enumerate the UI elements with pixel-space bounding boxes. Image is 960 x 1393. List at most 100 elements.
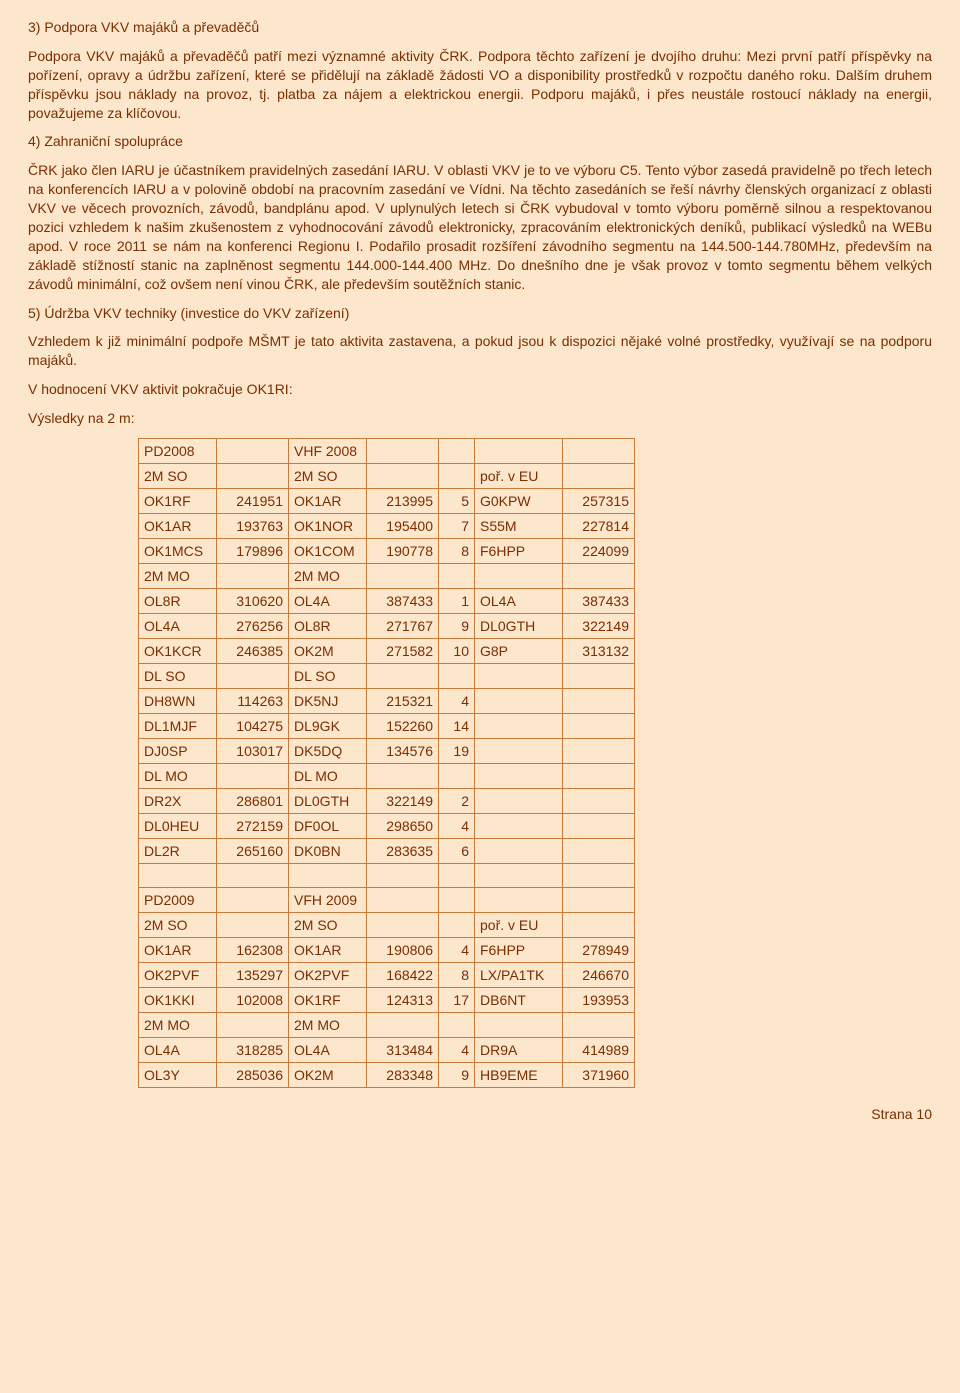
table-cell: 371960 (563, 1063, 635, 1088)
table-cell: poř. v EU (475, 913, 563, 938)
table-row: OK1AR193763OK1NOR1954007S55M227814 (139, 514, 635, 539)
table-cell: OK1AR (289, 938, 367, 963)
table-cell: poř. v EU (475, 464, 563, 489)
table-cell: 152260 (367, 714, 439, 739)
table-cell: DK0BN (289, 839, 367, 864)
table-cell: 102008 (217, 988, 289, 1013)
table-cell (475, 888, 563, 913)
table-cell: 5 (439, 489, 475, 514)
table-row: OK1RF241951OK1AR2139955G0KPW257315 (139, 489, 635, 514)
table-cell: OK2M (289, 639, 367, 664)
table-cell: DL MO (289, 764, 367, 789)
table-cell: OK1NOR (289, 514, 367, 539)
table-cell: 241951 (217, 489, 289, 514)
table-row: DJ0SP103017DK5DQ13457619 (139, 739, 635, 764)
table-cell: 190806 (367, 938, 439, 963)
table-cell: VHF 2008 (289, 439, 367, 464)
table-row: OL3Y285036OK2M2833489HB9EME371960 (139, 1063, 635, 1088)
table-cell: F6HPP (475, 938, 563, 963)
table-cell (475, 1013, 563, 1038)
table-cell: 224099 (563, 539, 635, 564)
table-cell (475, 714, 563, 739)
table-cell (563, 839, 635, 864)
table-cell (367, 664, 439, 689)
table-cell: 271767 (367, 614, 439, 639)
section-5-body-3: Výsledky na 2 m: (28, 409, 932, 428)
table-cell: DL SO (289, 664, 367, 689)
table-cell: 298650 (367, 814, 439, 839)
table-cell: 19 (439, 739, 475, 764)
table-cell: 10 (439, 639, 475, 664)
table-cell (217, 888, 289, 913)
table-cell: 2M MO (139, 1013, 217, 1038)
table-cell: OK1AR (289, 489, 367, 514)
table-cell: 2M MO (289, 1013, 367, 1038)
table-cell: 134576 (367, 739, 439, 764)
table-cell: OL4A (289, 1038, 367, 1063)
table-row: OK1KCR246385OK2M27158210G8P313132 (139, 639, 635, 664)
table-row: 2M MO 2M MO (139, 1013, 635, 1038)
table-cell: 2M MO (139, 564, 217, 589)
table-row: OK1MCS179896OK1COM1907788F6HPP224099 (139, 539, 635, 564)
table-cell (563, 439, 635, 464)
table-cell (367, 439, 439, 464)
table-row: OL4A318285OL4A3134844DR9A414989 (139, 1038, 635, 1063)
table-row: DL0HEU272159DF0OL2986504 (139, 814, 635, 839)
table-cell (439, 864, 475, 888)
section-4-body: ČRK jako člen IARU je účastníkem pravide… (28, 161, 932, 293)
table-cell (475, 664, 563, 689)
table-row: DL2R265160DK0BN2836356 (139, 839, 635, 864)
table-cell (475, 814, 563, 839)
table-cell: DR2X (139, 789, 217, 814)
table-cell (367, 913, 439, 938)
table-cell (563, 739, 635, 764)
table-cell: 387433 (563, 589, 635, 614)
results-table: PD2008VHF 20082M SO2M SOpoř. v EUOK1RF24… (138, 438, 635, 1088)
table-cell: OK1KKI (139, 988, 217, 1013)
table-cell: 135297 (217, 963, 289, 988)
table-cell: 322149 (367, 789, 439, 814)
table-cell: 8 (439, 539, 475, 564)
table-cell: 227814 (563, 514, 635, 539)
table-cell: DL0GTH (289, 789, 367, 814)
table-cell: 286801 (217, 789, 289, 814)
section-3-body: Podpora VKV majáků a převaděčů patří mez… (28, 47, 932, 123)
table-cell: 190778 (367, 539, 439, 564)
table-cell: DL SO (139, 664, 217, 689)
table-cell (563, 888, 635, 913)
table-cell (563, 764, 635, 789)
table-cell: VFH 2009 (289, 888, 367, 913)
table-cell: 4 (439, 938, 475, 963)
table-cell: 276256 (217, 614, 289, 639)
table-cell (563, 814, 635, 839)
table-cell: HB9EME (475, 1063, 563, 1088)
table-cell (563, 664, 635, 689)
table-cell (475, 789, 563, 814)
table-row: DH8WN114263DK5NJ2153214 (139, 689, 635, 714)
table-cell: OK2M (289, 1063, 367, 1088)
table-cell: DK5DQ (289, 739, 367, 764)
table-cell: 193763 (217, 514, 289, 539)
table-cell: OK1COM (289, 539, 367, 564)
table-cell (563, 689, 635, 714)
table-cell (439, 464, 475, 489)
table-cell: 8 (439, 963, 475, 988)
table-row: DR2X286801DL0GTH3221492 (139, 789, 635, 814)
table-cell: 272159 (217, 814, 289, 839)
table-cell: OL4A (139, 614, 217, 639)
table-cell: 124313 (367, 988, 439, 1013)
table-cell (439, 888, 475, 913)
table-row: OK2PVF135297OK2PVF1684228LX/PA1TK246670 (139, 963, 635, 988)
table-cell (475, 839, 563, 864)
table-cell: 1 (439, 589, 475, 614)
table-cell: DK5NJ (289, 689, 367, 714)
table-cell (217, 464, 289, 489)
table-cell: 322149 (563, 614, 635, 639)
table-cell (139, 864, 217, 888)
table-cell (475, 564, 563, 589)
table-cell (367, 1013, 439, 1038)
table-cell (217, 664, 289, 689)
table-cell: OL3Y (139, 1063, 217, 1088)
table-cell (439, 913, 475, 938)
table-cell: OK1AR (139, 514, 217, 539)
